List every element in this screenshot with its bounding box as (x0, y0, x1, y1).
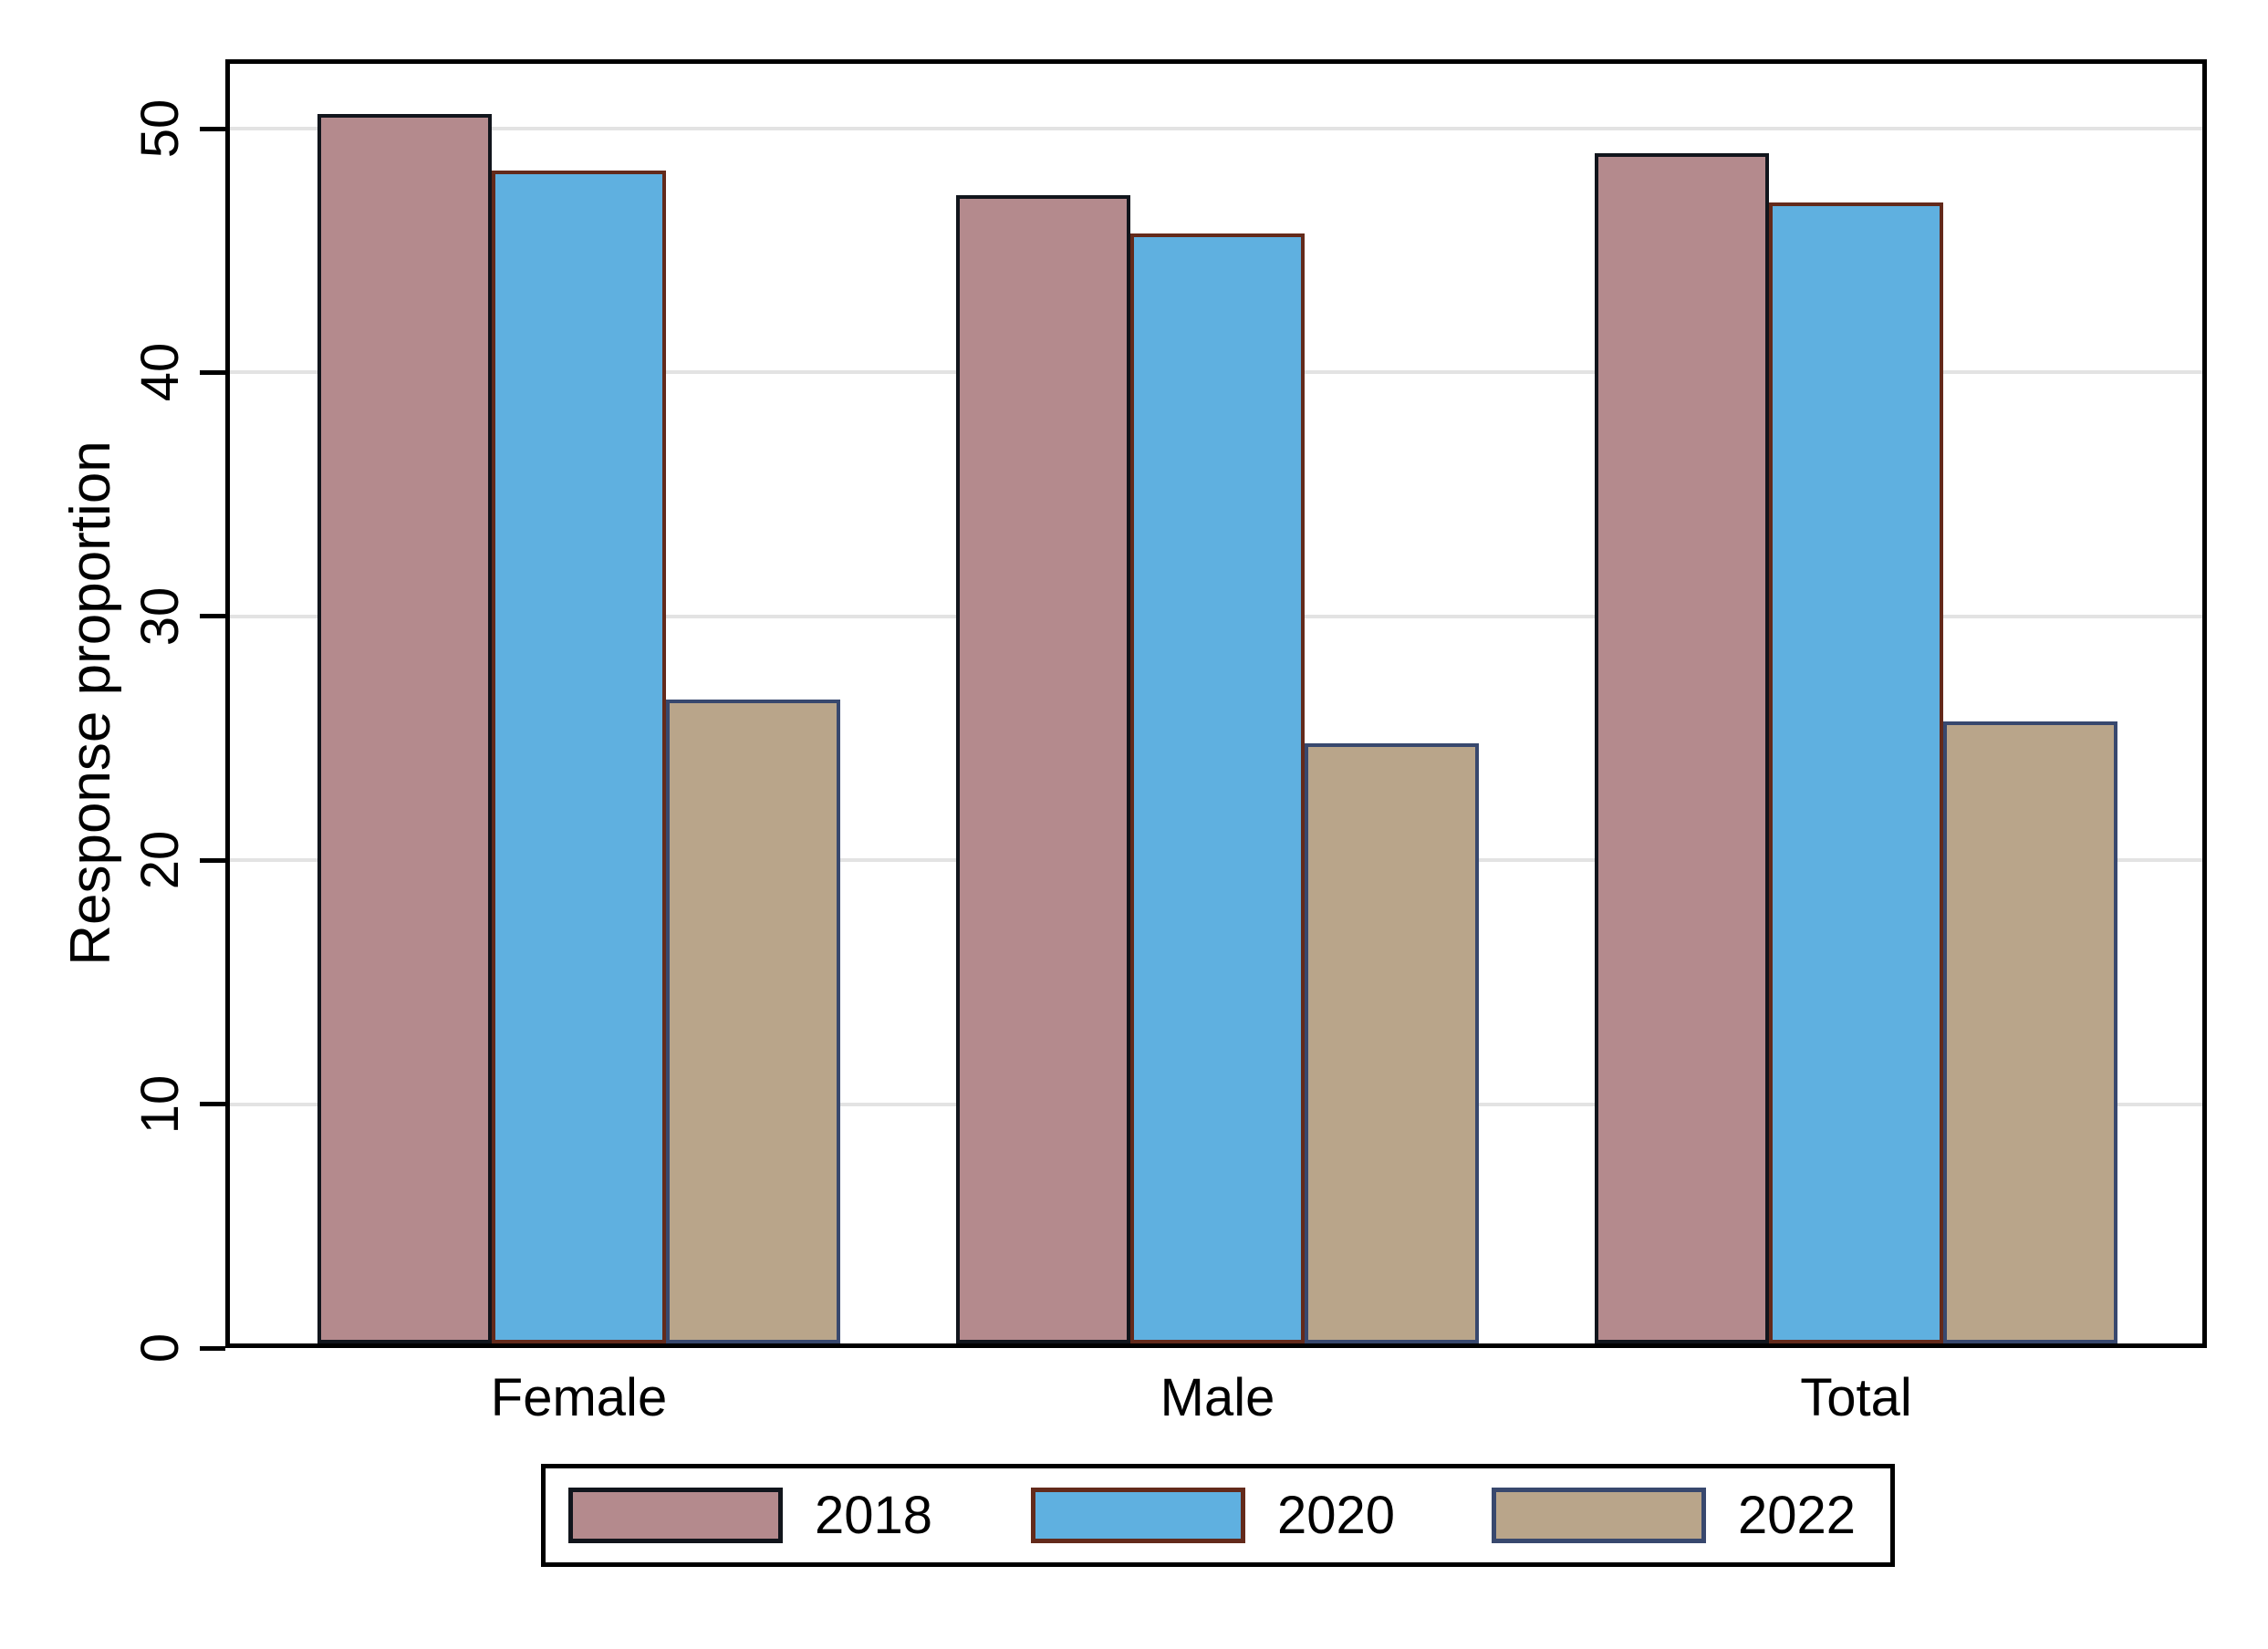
y-axis-tick-50 (200, 126, 225, 131)
bar-male-2022 (1305, 743, 1479, 1343)
y-axis-tick-label-50: 50 (130, 99, 190, 159)
legend: 2018 2020 2022 (541, 1464, 1895, 1567)
y-axis-tick-label-40: 40 (130, 343, 190, 402)
y-axis-tick-label-20: 20 (130, 830, 190, 890)
y-axis-tick-10 (200, 1102, 225, 1107)
legend-label-2018: 2018 (815, 1486, 933, 1545)
y-axis-tick-label-10: 10 (130, 1074, 190, 1134)
bar-female-2020 (492, 171, 666, 1343)
bar-male-2018 (956, 195, 1130, 1343)
bar-total-2018 (1595, 153, 1769, 1343)
gridline-50 (230, 127, 2202, 130)
legend-swatch-2018 (568, 1488, 783, 1543)
legend-label-2022: 2022 (1738, 1486, 1857, 1545)
y-axis-tick-label-30: 30 (130, 586, 190, 647)
x-category-label-female: Female (490, 1368, 668, 1427)
legend-label-2020: 2020 (1277, 1486, 1396, 1545)
y-axis-tick-20 (200, 857, 225, 863)
bar-total-2022 (1943, 721, 2117, 1343)
bar-female-2022 (666, 700, 840, 1343)
x-category-label-male: Male (1160, 1368, 1275, 1427)
y-axis-tick-label-0: 0 (130, 1333, 190, 1364)
x-category-label-total: Total (1800, 1368, 1912, 1427)
bar-total-2020 (1769, 202, 1943, 1343)
y-axis-title: Response proportion (59, 441, 122, 966)
legend-swatch-2022 (1492, 1488, 1706, 1543)
bar-male-2020 (1130, 233, 1305, 1343)
legend-swatch-2020 (1031, 1488, 1245, 1543)
y-axis-tick-0 (200, 1345, 225, 1351)
y-axis-tick-40 (200, 369, 225, 375)
plot-inner-area (230, 64, 2202, 1343)
y-axis-tick-30 (200, 614, 225, 619)
bar-female-2018 (317, 114, 492, 1343)
